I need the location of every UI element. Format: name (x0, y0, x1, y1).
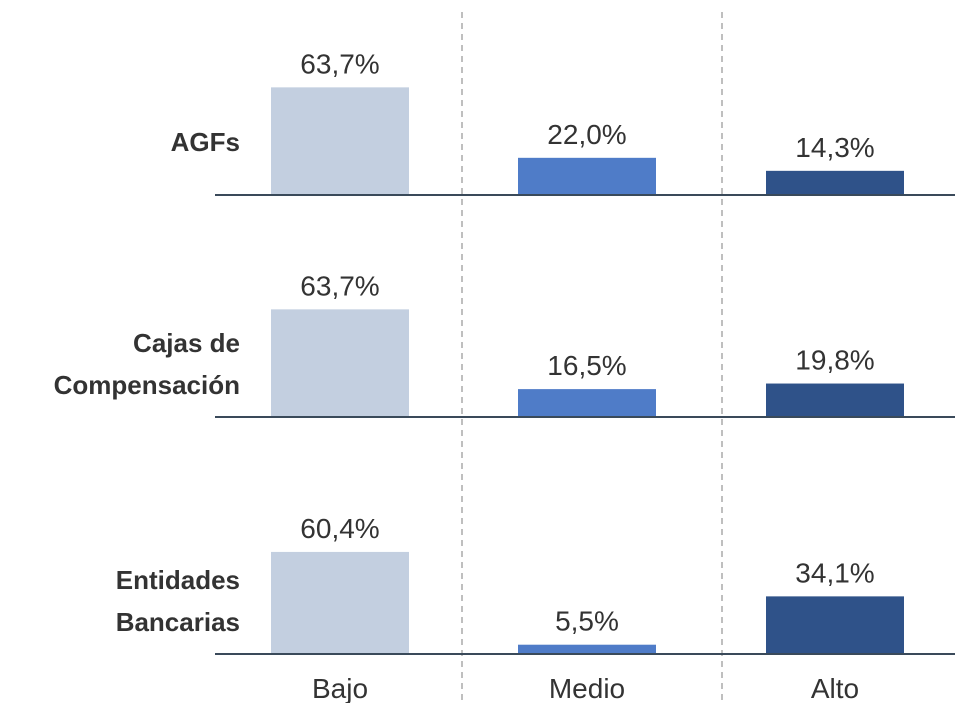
value-label: 63,7% (300, 270, 379, 301)
value-label: 5,5% (555, 606, 619, 637)
bar (518, 157, 656, 195)
row-label: AGFs (170, 127, 240, 157)
value-label: 63,7% (300, 48, 379, 79)
bar (271, 309, 409, 417)
value-label: 19,8% (795, 345, 874, 376)
bar (271, 551, 409, 654)
row-label: Cajas de Compensación (53, 328, 240, 400)
value-label: 60,4% (300, 513, 379, 544)
bar (766, 383, 904, 417)
x-tick-label: Medio (549, 673, 625, 703)
bar (766, 596, 904, 654)
bar (766, 170, 904, 195)
bar (271, 87, 409, 195)
bar (518, 644, 656, 654)
value-label: 16,5% (547, 350, 626, 381)
bar (518, 389, 656, 417)
x-tick-label: Alto (811, 673, 859, 703)
x-tick-label: Bajo (312, 673, 368, 703)
value-label: 22,0% (547, 119, 626, 150)
row-label: Entidades Bancarias (115, 565, 240, 637)
value-label: 34,1% (795, 557, 874, 588)
value-label: 14,3% (795, 132, 874, 163)
